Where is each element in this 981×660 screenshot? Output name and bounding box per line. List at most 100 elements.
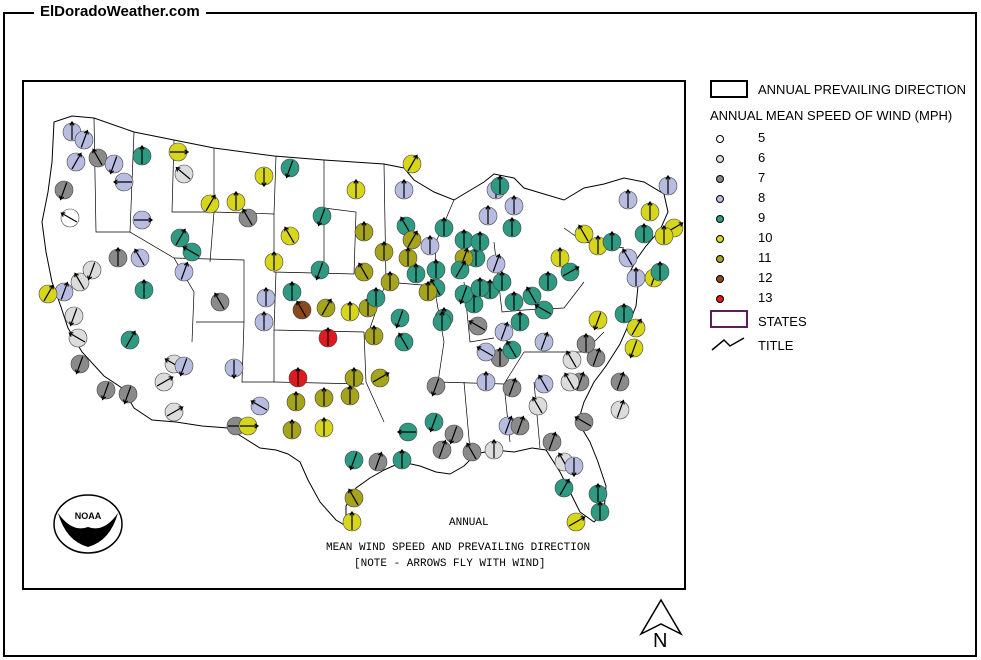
station-marker <box>432 439 452 460</box>
legend-speed-label: 6 <box>758 150 766 165</box>
station-marker <box>502 340 522 360</box>
station-marker <box>626 266 646 288</box>
station-marker <box>120 330 140 350</box>
station-marker <box>354 262 374 282</box>
station-marker <box>168 142 190 162</box>
station-marker <box>254 310 274 332</box>
site-title: ElDoradoWeather.com <box>34 3 206 20</box>
station-marker <box>588 310 608 331</box>
station-marker <box>132 144 152 166</box>
station-marker <box>380 270 400 292</box>
station-marker <box>434 216 454 238</box>
map-frame <box>3 12 977 657</box>
station-marker <box>454 228 474 250</box>
station-marker <box>280 226 300 246</box>
caption-main: MEAN WIND SPEED AND PREVAILING DIRECTION <box>326 542 591 554</box>
station-marker <box>70 354 90 375</box>
station-marker <box>174 261 194 282</box>
station-marker <box>170 228 190 248</box>
legend-speed-heading: ANNUAL MEAN SPEED OF WIND (MPH) <box>710 108 953 123</box>
station-marker <box>602 230 622 252</box>
station-marker <box>510 310 530 332</box>
station-marker <box>502 377 522 398</box>
station-marker <box>406 262 426 284</box>
station-marker <box>64 306 84 327</box>
station-marker <box>394 178 414 200</box>
station-marker <box>470 276 490 298</box>
legend-prevailing-swatch <box>710 80 748 98</box>
station-marker <box>280 158 300 179</box>
station-marker <box>494 321 514 342</box>
legend-speed-swatch <box>716 235 724 243</box>
station-marker <box>522 286 542 306</box>
station-marker <box>38 284 58 304</box>
station-marker <box>108 246 128 268</box>
map-panel <box>22 80 686 590</box>
station-marker <box>590 500 610 522</box>
station-marker <box>396 422 418 442</box>
north-label: N <box>653 630 668 652</box>
legend-speed-swatch <box>716 195 724 203</box>
station-marker <box>402 154 422 174</box>
station-marker <box>624 338 644 359</box>
station-marker <box>370 368 390 388</box>
station-marker <box>486 253 506 274</box>
station-marker <box>68 328 88 348</box>
north-arrow-icon <box>639 598 683 636</box>
station-marker <box>288 366 308 388</box>
station-marker <box>658 174 678 196</box>
station-marker <box>104 154 124 175</box>
station-marker <box>96 380 116 401</box>
station-marker <box>574 224 594 244</box>
station-marker <box>450 260 470 280</box>
station-marker <box>238 208 258 228</box>
legend-speed-swatch <box>716 155 724 163</box>
station-marker <box>538 270 558 292</box>
station-marker <box>374 240 394 262</box>
station-marker <box>118 384 138 405</box>
legend-speed-swatch <box>716 255 724 263</box>
station-marker <box>528 396 548 416</box>
station-marker <box>610 371 630 392</box>
station-marker <box>618 248 638 268</box>
station-marker <box>314 416 334 438</box>
station-marker <box>70 272 90 292</box>
station-marker <box>504 194 524 216</box>
station-marker <box>566 512 586 532</box>
station-marker <box>340 300 360 322</box>
station-marker <box>562 350 582 370</box>
station-marker <box>588 482 608 504</box>
legend-speed-label: 12 <box>758 270 773 285</box>
station-marker <box>256 286 276 308</box>
station-marker <box>282 280 302 302</box>
station-marker <box>468 316 488 336</box>
station-marker <box>54 180 74 201</box>
station-marker <box>560 372 580 392</box>
station-marker <box>224 358 244 380</box>
station-marker <box>392 448 412 470</box>
station-marker <box>492 270 512 292</box>
station-marker <box>426 376 446 397</box>
station-marker <box>164 402 184 422</box>
legend-speed-swatch <box>716 215 724 223</box>
legend-speed-label: 9 <box>758 210 766 225</box>
station-marker <box>560 262 580 282</box>
station-marker <box>154 372 174 392</box>
station-marker <box>292 300 312 320</box>
station-marker <box>564 456 584 478</box>
station-marker <box>432 310 452 332</box>
legend-speed-swatch <box>716 275 724 283</box>
station-marker <box>318 326 338 348</box>
station-marker <box>54 281 74 302</box>
noaa-logo: NOAA <box>53 494 123 554</box>
station-marker <box>510 415 530 436</box>
legend-states-label: STATES <box>758 314 807 329</box>
station-marker <box>576 332 596 354</box>
legend-speed-label: 11 <box>758 250 772 265</box>
station-marker <box>344 366 364 388</box>
station-marker <box>614 302 634 324</box>
station-marker <box>586 347 606 368</box>
station-marker <box>470 230 490 252</box>
caption-annual: ANNUAL <box>449 517 489 529</box>
station-marker <box>134 278 154 300</box>
